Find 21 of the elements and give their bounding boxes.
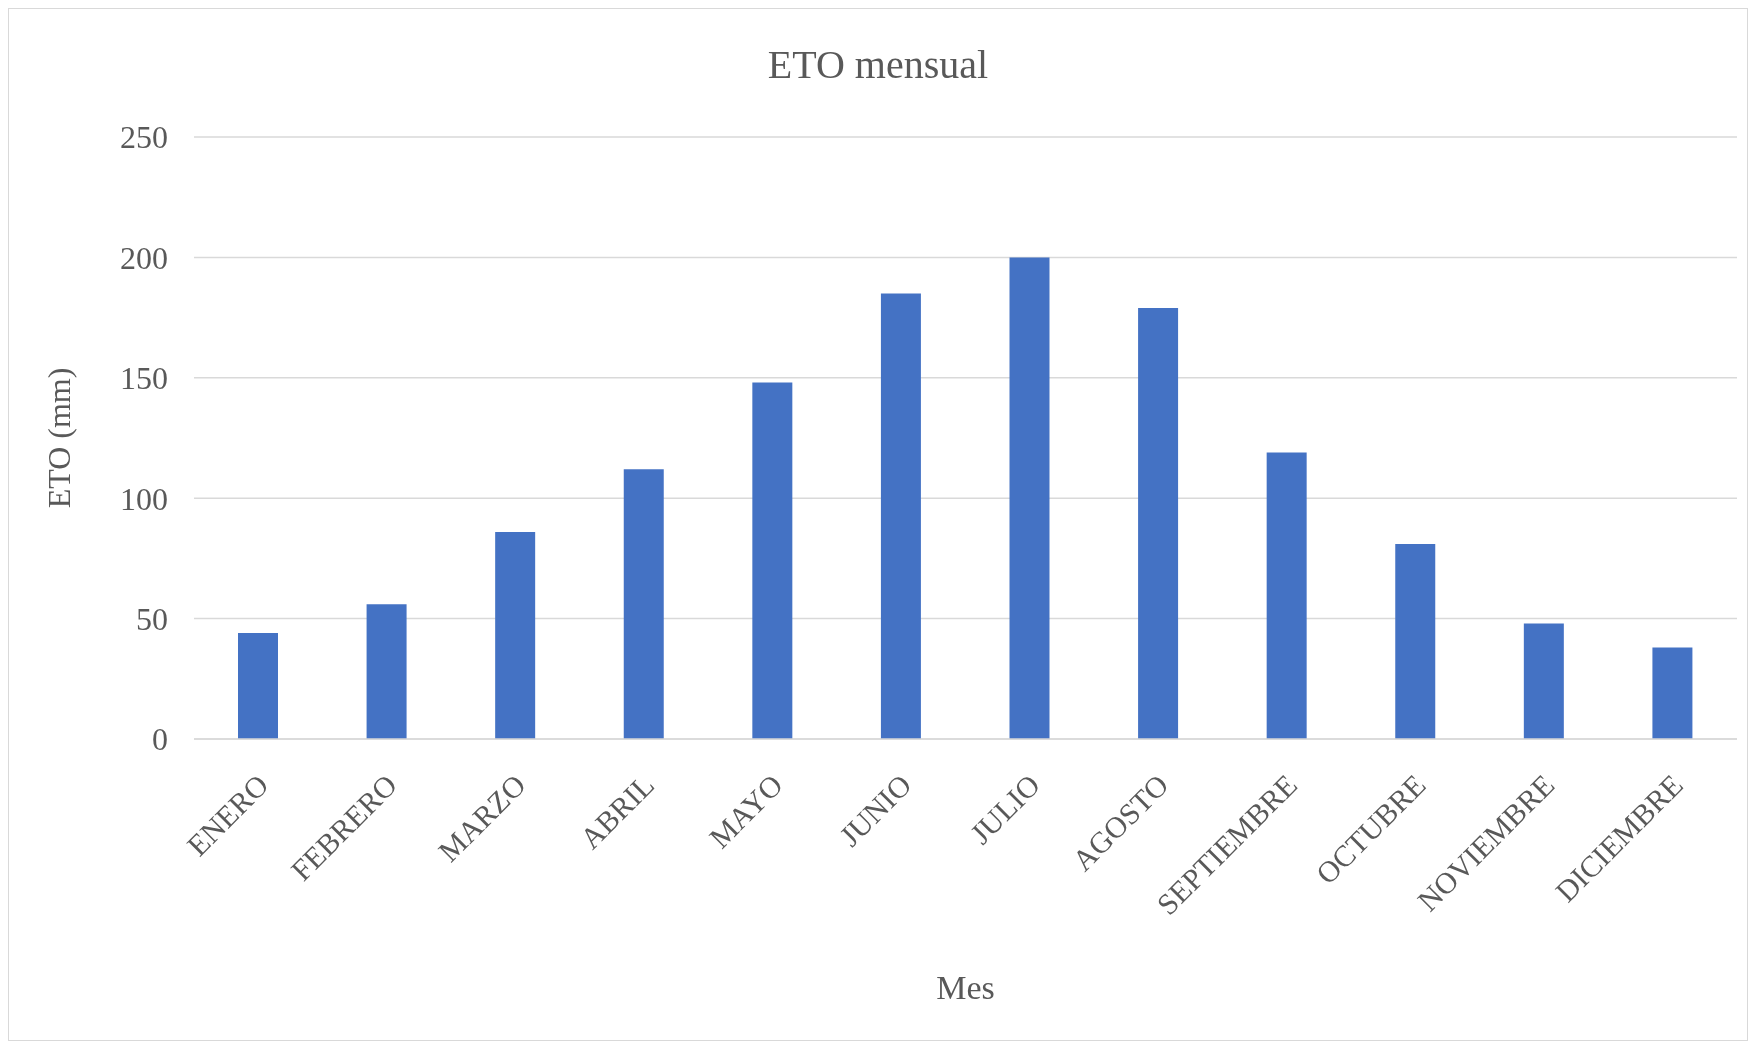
bar [366, 604, 407, 739]
y-tick-label: 0 [152, 721, 168, 758]
bar [623, 469, 664, 739]
bar [1266, 452, 1307, 739]
bar [752, 382, 793, 739]
y-tick-label: 100 [120, 480, 168, 517]
y-tick-label: 200 [120, 239, 168, 276]
y-axis-title: ETO (mm) [41, 367, 78, 509]
bar [495, 531, 536, 739]
bar [1523, 623, 1564, 739]
y-tick-label: 250 [120, 119, 168, 156]
bar [1138, 307, 1179, 739]
y-tick-label: 150 [120, 360, 168, 397]
chart-title: ETO mensual [766, 41, 990, 88]
bar [1395, 543, 1436, 739]
bar [1652, 647, 1693, 739]
y-tick-label: 50 [136, 600, 168, 637]
bar [880, 293, 921, 739]
bar [1009, 257, 1050, 739]
bar [238, 633, 278, 739]
x-axis-title: Mes [936, 969, 995, 1006]
